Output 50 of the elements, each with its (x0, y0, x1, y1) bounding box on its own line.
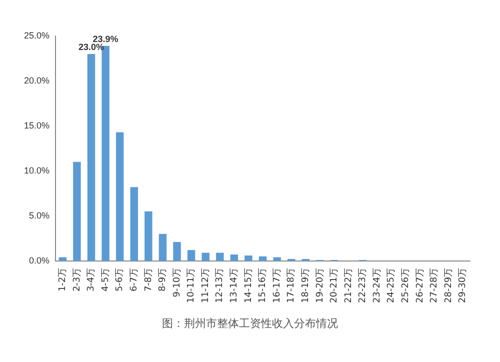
x-tick-label: 25-26万 (401, 268, 412, 304)
x-tick-label: 9-10万 (172, 268, 182, 298)
x-tick-label: 22-23万 (358, 268, 368, 304)
bar (230, 254, 238, 261)
bar (202, 252, 210, 261)
x-tick-label: 13-14万 (230, 268, 240, 304)
x-tick-label: 5-6万 (115, 268, 126, 292)
x-tick-label: 21-22万 (344, 268, 354, 304)
x-tick-label: 10-11万 (186, 268, 197, 304)
x-tick-label: 20-21万 (330, 268, 340, 304)
bar (130, 187, 138, 261)
x-tick-label: 14-15万 (244, 268, 254, 304)
bar (116, 132, 124, 261)
x-tick-label: 27-28万 (430, 268, 440, 304)
data-label: 23.9% (92, 34, 118, 44)
y-tick-label: 5.0% (29, 210, 50, 220)
bar (216, 252, 224, 261)
bar (87, 54, 96, 261)
bar (144, 211, 152, 261)
x-tick-label: 24-25万 (386, 268, 397, 304)
x-tick-label: 12-13万 (215, 268, 226, 304)
x-tick-label: 16-17万 (272, 268, 282, 304)
x-tick-label: 19-20万 (315, 268, 326, 304)
data-label: 23.0% (78, 42, 104, 52)
x-tick-label: 4-5万 (100, 268, 111, 292)
bar (244, 255, 252, 261)
x-tick-label: 6-7万 (129, 268, 140, 292)
x-tick-label: 8-9万 (158, 268, 168, 292)
bar (158, 234, 167, 261)
bar (73, 162, 81, 261)
x-tick-label: 18-19万 (300, 268, 311, 304)
x-tick-label: 26-27万 (415, 268, 426, 304)
x-tick-label: 1-2万 (58, 268, 68, 292)
bar (187, 250, 196, 261)
x-tick-label: 29-30万 (458, 268, 468, 304)
text: 图：荆州市整体工资性收入分布情况 (161, 316, 339, 331)
y-tick-label: 10.0% (24, 165, 50, 176)
x-tick-label: 11-12万 (200, 268, 211, 304)
x-tick-label: 28-29万 (444, 268, 454, 304)
x-tick-label: 15-16万 (258, 268, 268, 304)
y-tick-label: 15.0% (24, 120, 50, 130)
y-tick-label: 0.0% (29, 255, 50, 266)
x-tick-label: 2-3万 (72, 268, 82, 292)
x-tick-label: 7-8万 (144, 268, 154, 292)
x-tick-label: 17-18万 (286, 268, 297, 304)
x-tick-label: 23-24万 (372, 268, 382, 304)
y-tick-label: 20.0% (24, 75, 50, 86)
y-tick-label: 25.0% (24, 30, 50, 40)
bar (173, 242, 181, 261)
x-tick-label: 3-4万 (86, 268, 97, 292)
